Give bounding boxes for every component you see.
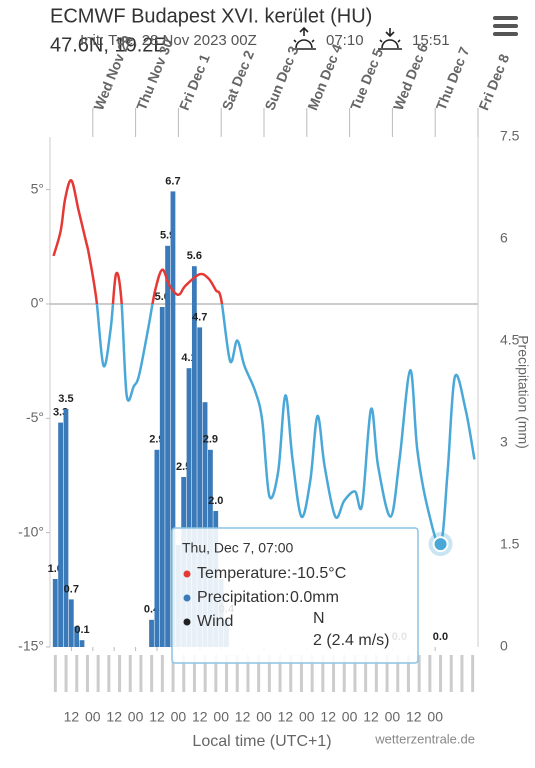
tooltip-box: [171, 527, 419, 664]
y2-tick-label: 1.5: [500, 536, 520, 552]
y2-axis-label: Precipitation (mm): [515, 335, 531, 449]
x-tick-label: 00: [256, 709, 272, 725]
x-tick-label: 00: [342, 709, 358, 725]
sunrise-time: 07:10: [326, 32, 364, 49]
y-tick-label: 5°: [31, 180, 44, 196]
wind-speed: 2 (2.4 m/s): [313, 632, 389, 649]
precip-bar: [202, 402, 208, 647]
init-text: Init: Tue, 28 Nov 2023 00Z: [80, 32, 257, 49]
y2-tick-label: 0: [500, 638, 508, 654]
y-tick-label: -10°: [18, 523, 44, 539]
x-tick-label: 00: [85, 709, 101, 725]
x-tick-label: 00: [427, 709, 443, 725]
precip-label: 0.0: [433, 631, 448, 643]
precip-bar: [74, 626, 80, 647]
x-axis-label: Local time (UTC+1): [192, 733, 331, 750]
precip-bar: [154, 449, 160, 647]
day-tick-label: Sat Dec 2: [219, 48, 258, 113]
x-tick-label: 12: [149, 709, 165, 725]
x-tick-label: 12: [235, 709, 251, 725]
precip-bar: [149, 619, 154, 647]
x-tick-label: 00: [171, 709, 187, 725]
precip-bar: [58, 422, 63, 647]
x-tick-label: 12: [278, 709, 294, 725]
x-tick-label: 12: [192, 709, 208, 725]
credit: wetterzentrale.de: [374, 731, 475, 746]
legend-dot: [183, 570, 191, 578]
x-tick-label: 12: [320, 709, 336, 725]
chart-title: ECMWF Budapest XVI. kerület (HU): [50, 5, 372, 27]
x-tick-label: 12: [64, 709, 80, 725]
tooltip-value: -10.5°C: [292, 565, 346, 582]
precip-label: 2.9: [203, 434, 218, 446]
precip-bar: [159, 307, 165, 647]
day-tick-label: Fri Dec 1: [176, 51, 213, 112]
x-tick-label: 00: [128, 709, 144, 725]
x-tick-label: 12: [106, 709, 122, 725]
y2-tick-label: 3: [500, 434, 508, 450]
precip-label: 0.7: [64, 583, 79, 595]
y-tick-label: -15°: [18, 638, 44, 654]
tooltip-value: 0.0mm: [290, 589, 339, 606]
x-tick-label: 00: [213, 709, 229, 725]
day-tick-label: Sun Dec 3: [261, 44, 301, 113]
precip-bar: [79, 640, 85, 647]
precip-label: 6.7: [165, 175, 180, 187]
tooltip: Thu, Dec 7, 07:00 Temperature: -10.5°C Prec…: [171, 527, 419, 664]
legend-name: Precipitation: [197, 589, 285, 606]
precip-bar: [68, 599, 74, 647]
precip-label: 4.7: [192, 311, 207, 323]
x-tick-label: 12: [406, 709, 422, 725]
precip-bar: [165, 245, 170, 648]
x-tick-label: 00: [385, 709, 401, 725]
precip-bar: [186, 368, 192, 647]
chart-subtitle: 47.6N, 19.2E: [50, 34, 167, 56]
legend-name: Temperature: [197, 565, 287, 582]
precip-bar: [52, 579, 58, 647]
day-tick-label: Mon Dec 4: [304, 41, 345, 112]
precip-bar: [63, 409, 69, 647]
sunrise-icon: [292, 26, 316, 50]
day-tick-label: Wed Dec 6: [390, 41, 431, 113]
y2-tick-label: 7.5: [500, 128, 520, 144]
precip-bar: [197, 327, 203, 647]
x-tick-label: 00: [299, 709, 315, 725]
legend-name: Wind: [197, 613, 233, 630]
sunset-time: 15:51: [412, 32, 450, 49]
precip-label: 3.5: [58, 393, 73, 405]
precip-label: 2.0: [208, 495, 223, 507]
day-tick-label: Tue Dec 5: [347, 46, 386, 113]
menu-button[interactable]: [493, 16, 518, 36]
legend-dot: [183, 618, 191, 626]
day-tick-label: Fri Dec 8: [475, 51, 512, 112]
tooltip-title: Thu, Dec 7, 07:00: [182, 540, 294, 556]
precip-label: 0.1: [74, 624, 89, 636]
wind-dir: N: [313, 610, 325, 627]
y2-tick-label: 6: [500, 230, 508, 246]
precip-bar: [191, 266, 197, 647]
temperature-line: [52, 179, 476, 547]
legend-colon: :: [287, 565, 291, 582]
y-tick-label: -5°: [26, 409, 44, 425]
legend-colon: :: [285, 589, 289, 606]
sunset-icon: [378, 28, 402, 50]
x-tick-label: 12: [363, 709, 379, 725]
y2-tick-label: 4.5: [500, 332, 520, 348]
precip-label: 5.6: [187, 250, 202, 262]
precip-bar: [170, 191, 176, 647]
day-tick-label: Thu Dec 7: [433, 44, 473, 112]
y-tick-label: 0°: [31, 295, 44, 311]
hover-point: [432, 536, 449, 553]
legend-dot: [183, 594, 191, 602]
